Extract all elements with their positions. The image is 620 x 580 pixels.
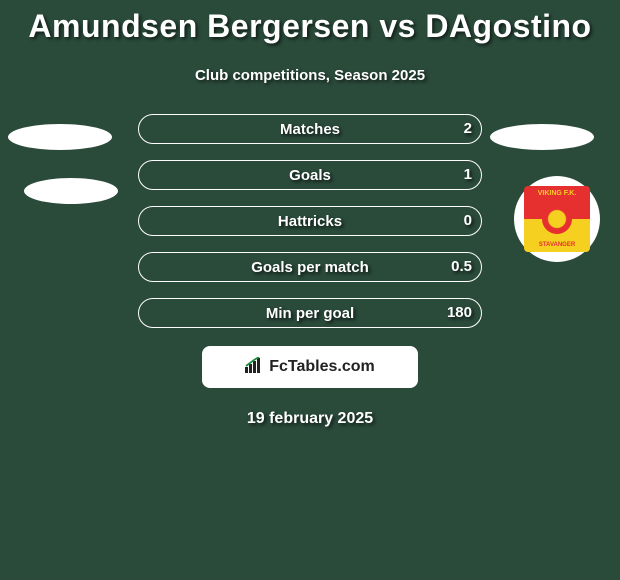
stat-value-right: 2 — [464, 114, 472, 144]
stat-value-right: 0.5 — [451, 252, 472, 282]
logo-bottom-text: STAVANGER — [539, 242, 575, 248]
decorative-ellipse — [24, 178, 118, 204]
stat-label: Min per goal — [266, 305, 354, 322]
page-title: Amundsen Bergersen vs DAgostino — [0, 8, 620, 45]
stat-value-right: 1 — [464, 160, 472, 190]
stat-value-right: 0 — [464, 206, 472, 236]
date-label: 19 february 2025 — [0, 410, 620, 428]
stat-label: Goals per match — [251, 259, 369, 276]
stat-bar: Hattricks — [138, 206, 482, 236]
logo-emblem-icon — [542, 204, 572, 234]
stat-bar: Goals per match — [138, 252, 482, 282]
stat-value-right: 180 — [447, 298, 472, 328]
stat-row: Goals per match 0.5 — [0, 252, 620, 282]
team-logo: VIKING F.K. STAVANGER — [514, 176, 600, 262]
stat-row: Min per goal 180 — [0, 298, 620, 328]
brand-badge[interactable]: FcTables.com — [202, 346, 418, 388]
brand-label: FcTables.com — [269, 358, 375, 376]
stat-label: Goals — [289, 167, 331, 184]
decorative-ellipse — [490, 124, 594, 150]
stat-bar: Goals — [138, 160, 482, 190]
bars-icon — [245, 357, 263, 378]
stat-label: Hattricks — [278, 213, 342, 230]
subtitle: Club competitions, Season 2025 — [0, 67, 620, 84]
stat-bar: Min per goal — [138, 298, 482, 328]
stat-bar: Matches — [138, 114, 482, 144]
decorative-ellipse — [8, 124, 112, 150]
stat-label: Matches — [280, 121, 340, 138]
logo-top-text: VIKING F.K. — [538, 190, 577, 197]
